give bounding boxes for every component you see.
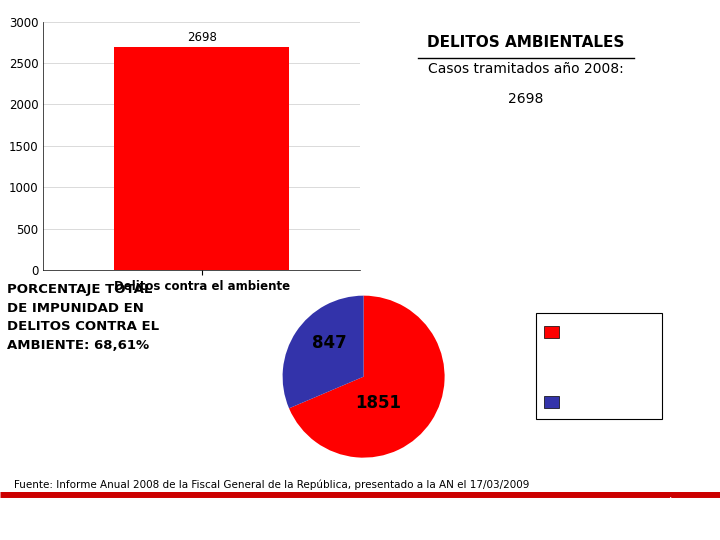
Text: PORCENTAJE TOTAL
DE IMPUNIDAD EN
DELITOS CONTRA EL
AMBIENTE: 68,61%: PORCENTAJE TOTAL DE IMPUNIDAD EN DELITOS…	[7, 284, 159, 352]
Text: 2698: 2698	[186, 31, 217, 44]
Wedge shape	[289, 295, 444, 457]
Text: Fuente: Informe Anual 2008 de la Fiscal General de la República, presentado a la: Fuente: Informe Anual 2008 de la Fiscal …	[14, 480, 530, 490]
Text: 1851: 1851	[355, 394, 401, 411]
Text: Casos tramitados año 2008:: Casos tramitados año 2008:	[428, 62, 624, 76]
Text: 2698: 2698	[508, 92, 544, 106]
Text: DERECHOS HUMANOS Y JUSTICIA: DERECHOS HUMANOS Y JUSTICIA	[498, 520, 716, 533]
Wedge shape	[283, 295, 364, 408]
Text: Acusaciones
Presentadas: Acusaciones Presentadas	[565, 388, 638, 417]
Bar	[114, 46, 289, 270]
Text: 847: 847	[312, 334, 347, 352]
Text: Impunidad: Impunidad	[565, 326, 628, 339]
Text: COMISIÓN DE: COMISIÓN DE	[629, 520, 713, 533]
Text: DELITOS AMBIENTALES: DELITOS AMBIENTALES	[427, 35, 624, 50]
Text: DELSA: DELSA	[670, 500, 713, 512]
Text: SOLÓRZANO: SOLÓRZANO	[639, 500, 716, 512]
